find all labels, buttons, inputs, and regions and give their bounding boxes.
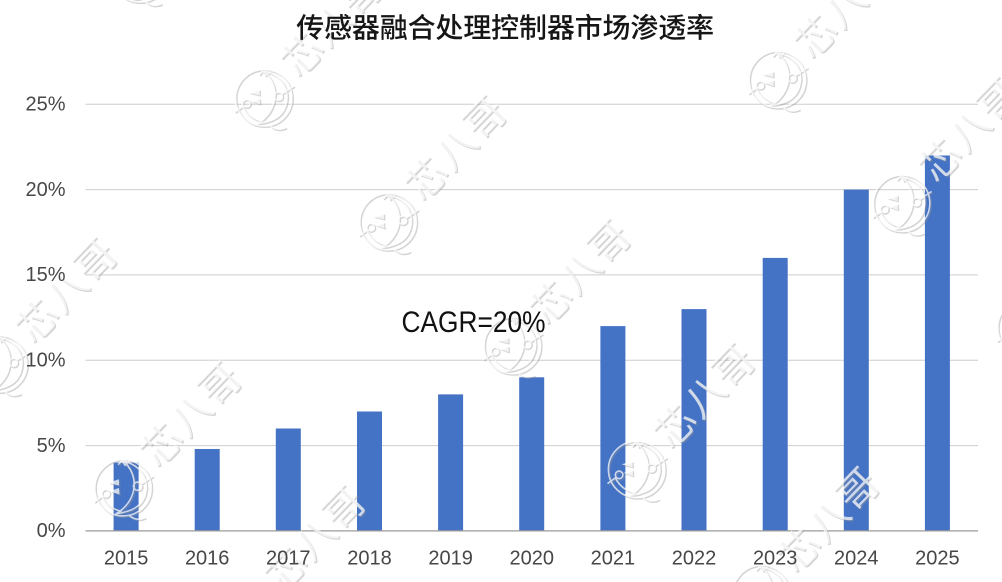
svg-text:2021: 2021 [591,548,636,570]
svg-text:2022: 2022 [672,548,717,570]
svg-text:2019: 2019 [428,548,473,570]
svg-text:2023: 2023 [753,548,798,570]
svg-text:2016: 2016 [185,548,230,570]
svg-text:10%: 10% [25,350,65,372]
svg-text:20%: 20% [25,179,65,201]
svg-text:25%: 25% [25,94,65,116]
svg-text:2018: 2018 [347,548,392,570]
svg-text:0%: 0% [37,520,66,542]
svg-text:5%: 5% [37,435,66,457]
svg-text:2020: 2020 [510,548,555,570]
svg-text:15%: 15% [25,264,65,286]
svg-text:2025: 2025 [915,548,960,570]
svg-text:2017: 2017 [266,548,311,570]
svg-text:2015: 2015 [104,548,149,570]
svg-text:2024: 2024 [834,548,879,570]
svg-text:CAGR=20%: CAGR=20% [402,306,546,339]
